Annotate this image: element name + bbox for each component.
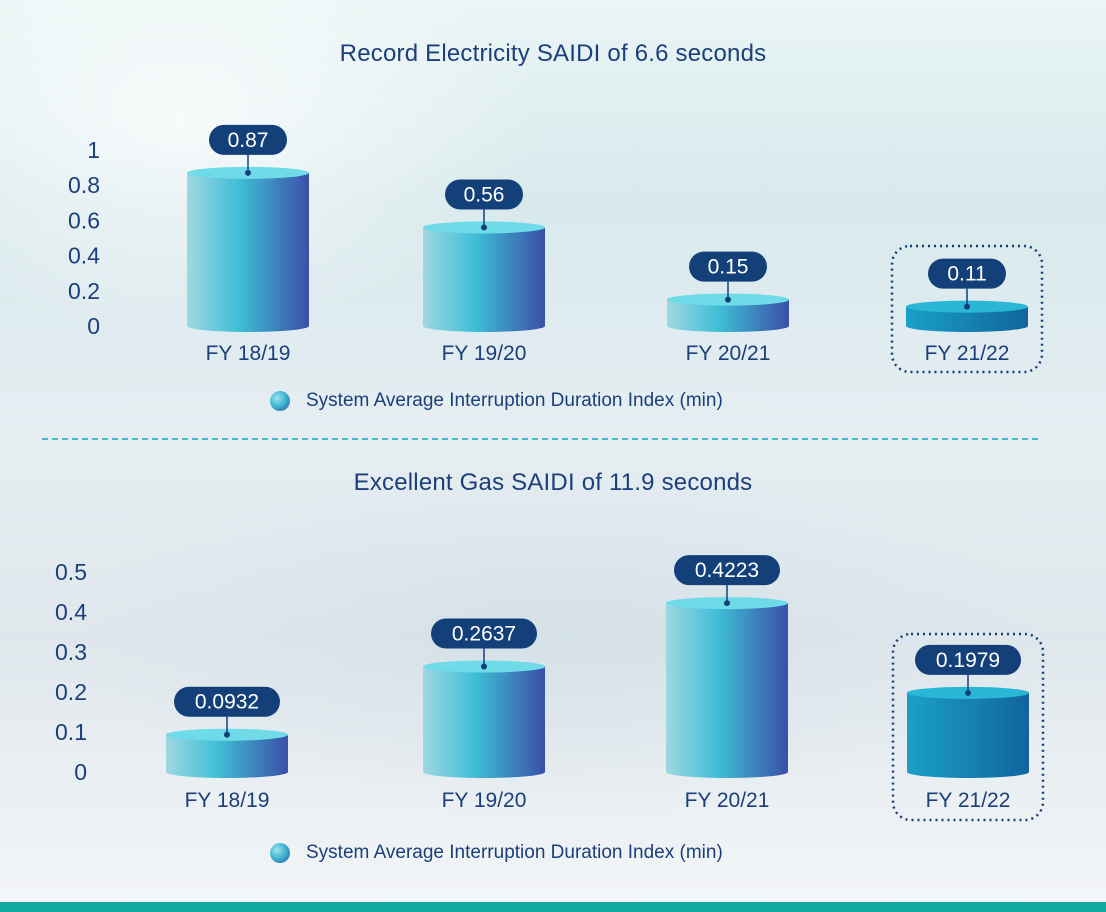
y-tick-label: 0.3 — [55, 639, 87, 665]
x-tick-label: FY 18/19 — [185, 789, 270, 812]
y-tick-label: 0.5 — [55, 559, 87, 585]
bottom-accent-bar — [0, 902, 1106, 912]
value-pill — [445, 179, 523, 210]
y-tick-label: 0.1 — [55, 719, 87, 745]
label-anchor-dot — [245, 169, 251, 176]
y-tick-label: 1 — [87, 137, 100, 163]
value-pill — [209, 124, 287, 155]
bar-fy-19-20 — [423, 666, 545, 778]
data-label: 0.87 — [228, 129, 269, 152]
data-label: 0.4223 — [695, 559, 759, 582]
data-label: 0.15 — [708, 256, 749, 279]
legend-electricity: System Average Interruption Duration Ind… — [270, 389, 723, 413]
gas-saidi-chart: 0 0.1 0.2 0.3 0.4 0.5 0.0932 FY 18/19 0.2637 FY 1… — [55, 555, 1045, 822]
x-tick-label: FY 21/22 — [926, 789, 1011, 812]
y-tick-label: 0.6 — [68, 207, 100, 233]
x-tick-label: FY 21/22 — [925, 342, 1010, 365]
label-anchor-dot — [224, 731, 230, 738]
label-anchor-dot — [965, 689, 971, 696]
highlight-box — [891, 632, 1045, 822]
section-divider — [42, 438, 1038, 440]
label-anchor-dot — [725, 296, 731, 303]
value-pill — [674, 555, 780, 586]
y-tick-label: 0 — [74, 759, 87, 785]
y-tick-label: 0 — [87, 313, 100, 339]
legend-label: System Average Interruption Duration Ind… — [306, 842, 723, 863]
y-tick-label: 0.4 — [55, 599, 87, 625]
electricity-saidi-chart: 0 0.2 0.4 0.6 0.8 1 0.87 FY 18/19 0.56 FY 19/20 0.… — [68, 124, 1044, 374]
label-anchor-dot — [964, 303, 970, 310]
data-label: 0.0932 — [195, 691, 259, 714]
bar-fy-21-22 — [906, 306, 1028, 332]
data-label: 0.11 — [947, 263, 986, 286]
x-tick-label: FY 18/19 — [206, 342, 291, 365]
chart-title-electricity: Record Electricity SAIDI of 6.6 seconds — [339, 40, 767, 67]
data-label: 0.1979 — [936, 649, 1000, 672]
y-tick-label: 0.2 — [68, 278, 100, 304]
highlight-box — [890, 244, 1044, 374]
y-tick-label: 0.8 — [68, 172, 100, 198]
value-pill — [431, 618, 537, 649]
bar-fy-20-21 — [667, 299, 789, 332]
label-anchor-dot — [481, 663, 487, 670]
value-pill — [915, 644, 1021, 675]
y-tick-label: 0.4 — [68, 243, 100, 269]
data-label: 0.2637 — [452, 623, 516, 646]
bar-fy-19-20 — [423, 227, 545, 332]
value-pill — [174, 686, 280, 717]
legend-swatch-icon — [270, 843, 290, 863]
legend-label: System Average Interruption Duration Ind… — [306, 390, 723, 411]
value-pill — [689, 251, 767, 282]
label-anchor-dot — [481, 224, 487, 231]
x-tick-label: FY 19/20 — [442, 342, 527, 365]
bar-fy-18-19 — [187, 172, 309, 332]
bar-fy-18-19 — [166, 734, 288, 778]
x-tick-label: FY 20/21 — [685, 789, 770, 812]
label-anchor-dot — [724, 600, 730, 607]
bar-fy-20-21 — [666, 603, 788, 778]
x-tick-label: FY 19/20 — [442, 789, 527, 812]
legend-gas: System Average Interruption Duration Ind… — [270, 841, 723, 865]
x-tick-label: FY 20/21 — [686, 342, 771, 365]
bar-fy-21-22 — [907, 692, 1029, 778]
data-label: 0.56 — [464, 183, 505, 206]
value-pill — [928, 258, 1006, 289]
legend-swatch-icon — [270, 391, 290, 411]
chart-title-gas: Excellent Gas SAIDI of 11.9 seconds — [353, 469, 753, 496]
y-tick-label: 0.2 — [55, 679, 87, 705]
